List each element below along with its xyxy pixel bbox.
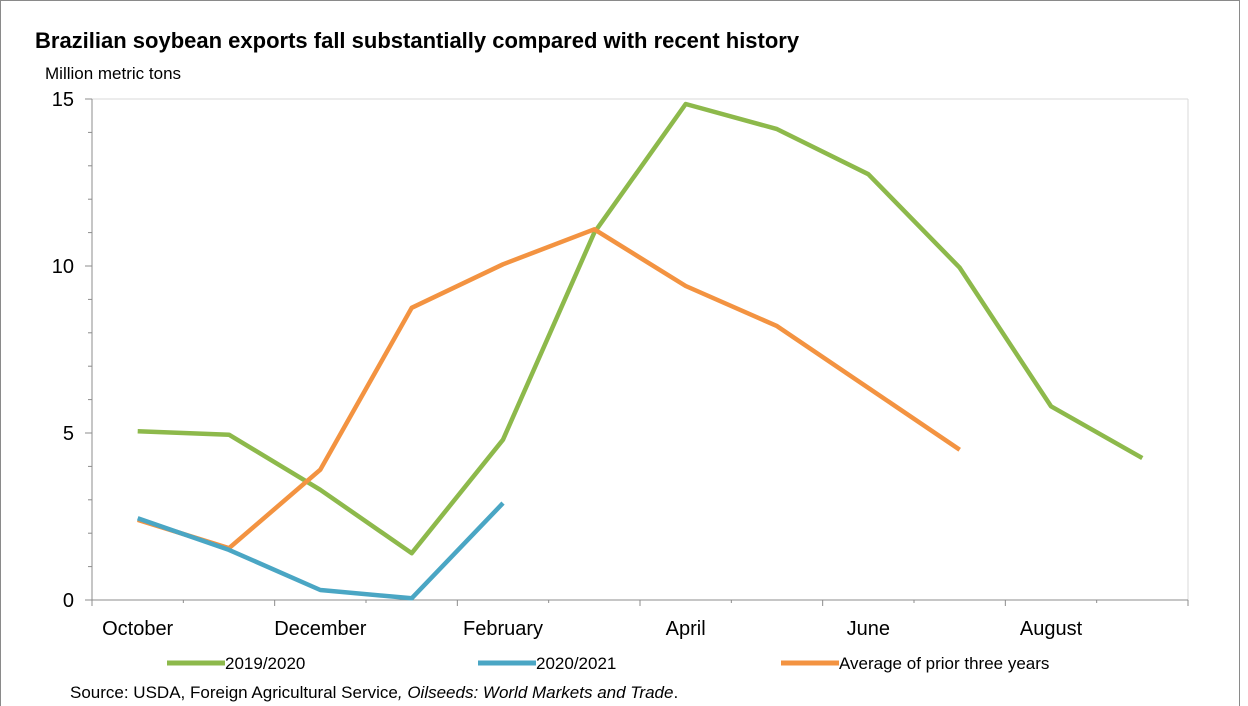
x-tick-label: February <box>463 618 543 640</box>
source-publication: Oilseeds: World Markets and Trade <box>407 683 674 702</box>
y-tick-label: 10 <box>52 256 74 278</box>
series-line-1 <box>136 501 505 601</box>
series-layer <box>136 101 1144 601</box>
x-tick-label: April <box>666 618 706 640</box>
source-note: Source: USDA, Foreign Agricultural Servi… <box>70 683 678 703</box>
legend-label-2: Average of prior three years <box>839 654 1049 673</box>
chart-title: Brazilian soybean exports fall substanti… <box>35 28 800 53</box>
y-tick-label: 0 <box>63 590 74 612</box>
x-tick-label: October <box>102 618 173 640</box>
source-comma: , <box>397 683 408 702</box>
legend-label-1: 2020/2021 <box>536 654 616 673</box>
legend: 2019/2020 2020/2021 Average of prior three… <box>167 654 1049 673</box>
series-line-2 <box>137 227 961 551</box>
series-line-0 <box>137 101 1144 556</box>
y-tick-label: 15 <box>52 89 74 111</box>
y-axis-label: Million metric tons <box>45 64 182 83</box>
x-tick-label: August <box>1020 618 1083 640</box>
x-tick-label: June <box>847 618 890 640</box>
legend-label-0: 2019/2020 <box>225 654 305 673</box>
source-prefix: Source: USDA, Foreign Agricultural Servi… <box>70 683 398 702</box>
source-suffix: . <box>673 683 679 702</box>
x-tick-label: December <box>274 618 367 640</box>
y-tick-label: 5 <box>63 423 74 445</box>
axes: 0 5 10 15 October December February April June Au… <box>52 89 1189 640</box>
